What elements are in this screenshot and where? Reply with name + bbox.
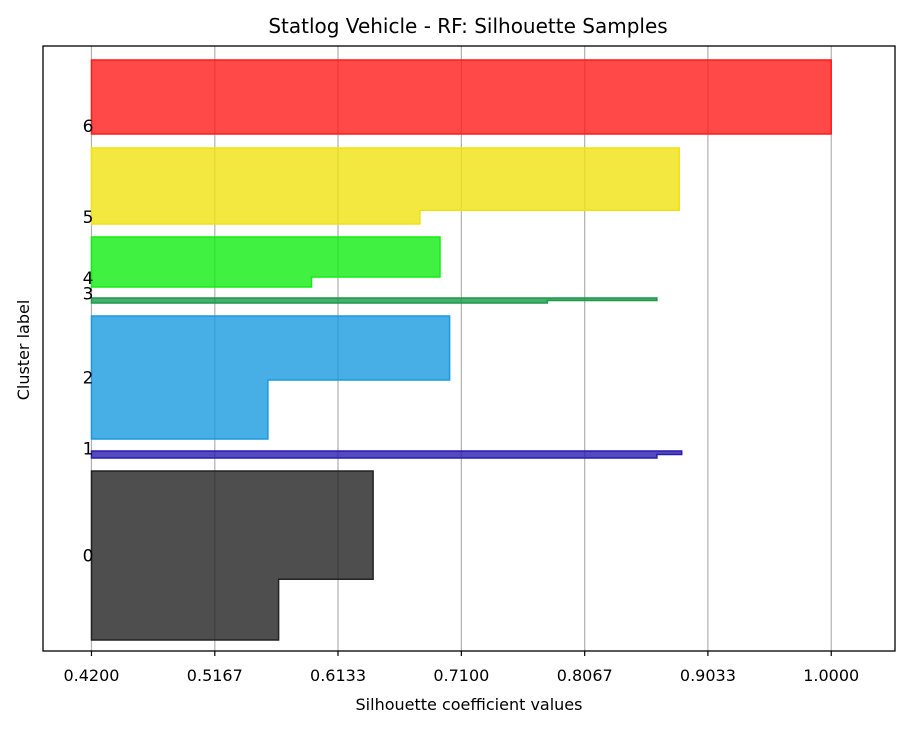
x-tick-label: 0.5167 bbox=[187, 666, 243, 685]
cluster-label-4: 4 bbox=[83, 269, 94, 289]
x-tick-label: 0.6133 bbox=[310, 666, 366, 685]
x-axis-label: Silhouette coefficient values bbox=[356, 695, 583, 714]
plot-frame bbox=[42, 45, 896, 652]
cluster-label-2: 2 bbox=[83, 369, 94, 389]
x-tick-label: 0.4200 bbox=[63, 666, 119, 685]
x-tick-label: 1.0000 bbox=[803, 666, 859, 685]
chart-title: Statlog Vehicle - RF: Silhouette Samples bbox=[268, 14, 667, 38]
x-tick-label: 0.9033 bbox=[680, 666, 736, 685]
cluster-2-area bbox=[90, 315, 451, 440]
x-tick-label: 0.8067 bbox=[557, 666, 613, 685]
cluster-6-area bbox=[90, 59, 832, 135]
cluster-label-6: 6 bbox=[83, 117, 94, 137]
cluster-1-area bbox=[90, 450, 683, 459]
cluster-3-area bbox=[90, 297, 658, 304]
cluster-0-area bbox=[90, 470, 374, 641]
cluster-areas bbox=[90, 59, 832, 641]
cluster-labels: 0 1 2 34 5 6 bbox=[83, 117, 94, 567]
cluster-label-1: 1 bbox=[83, 440, 94, 460]
cluster-label-5: 5 bbox=[83, 208, 94, 228]
cluster-label-0: 0 bbox=[83, 547, 94, 567]
y-axis-label: Cluster label bbox=[14, 300, 33, 401]
cluster-4-area bbox=[90, 236, 441, 288]
x-tick-label: 0.7100 bbox=[433, 666, 489, 685]
cluster-5-area bbox=[90, 147, 680, 225]
cluster-label-3: 3 bbox=[83, 285, 94, 305]
x-axis-ticks: 0.4200 0.5167 0.6133 0.7100 0.8067 0.9033 1.00… bbox=[63, 651, 859, 685]
